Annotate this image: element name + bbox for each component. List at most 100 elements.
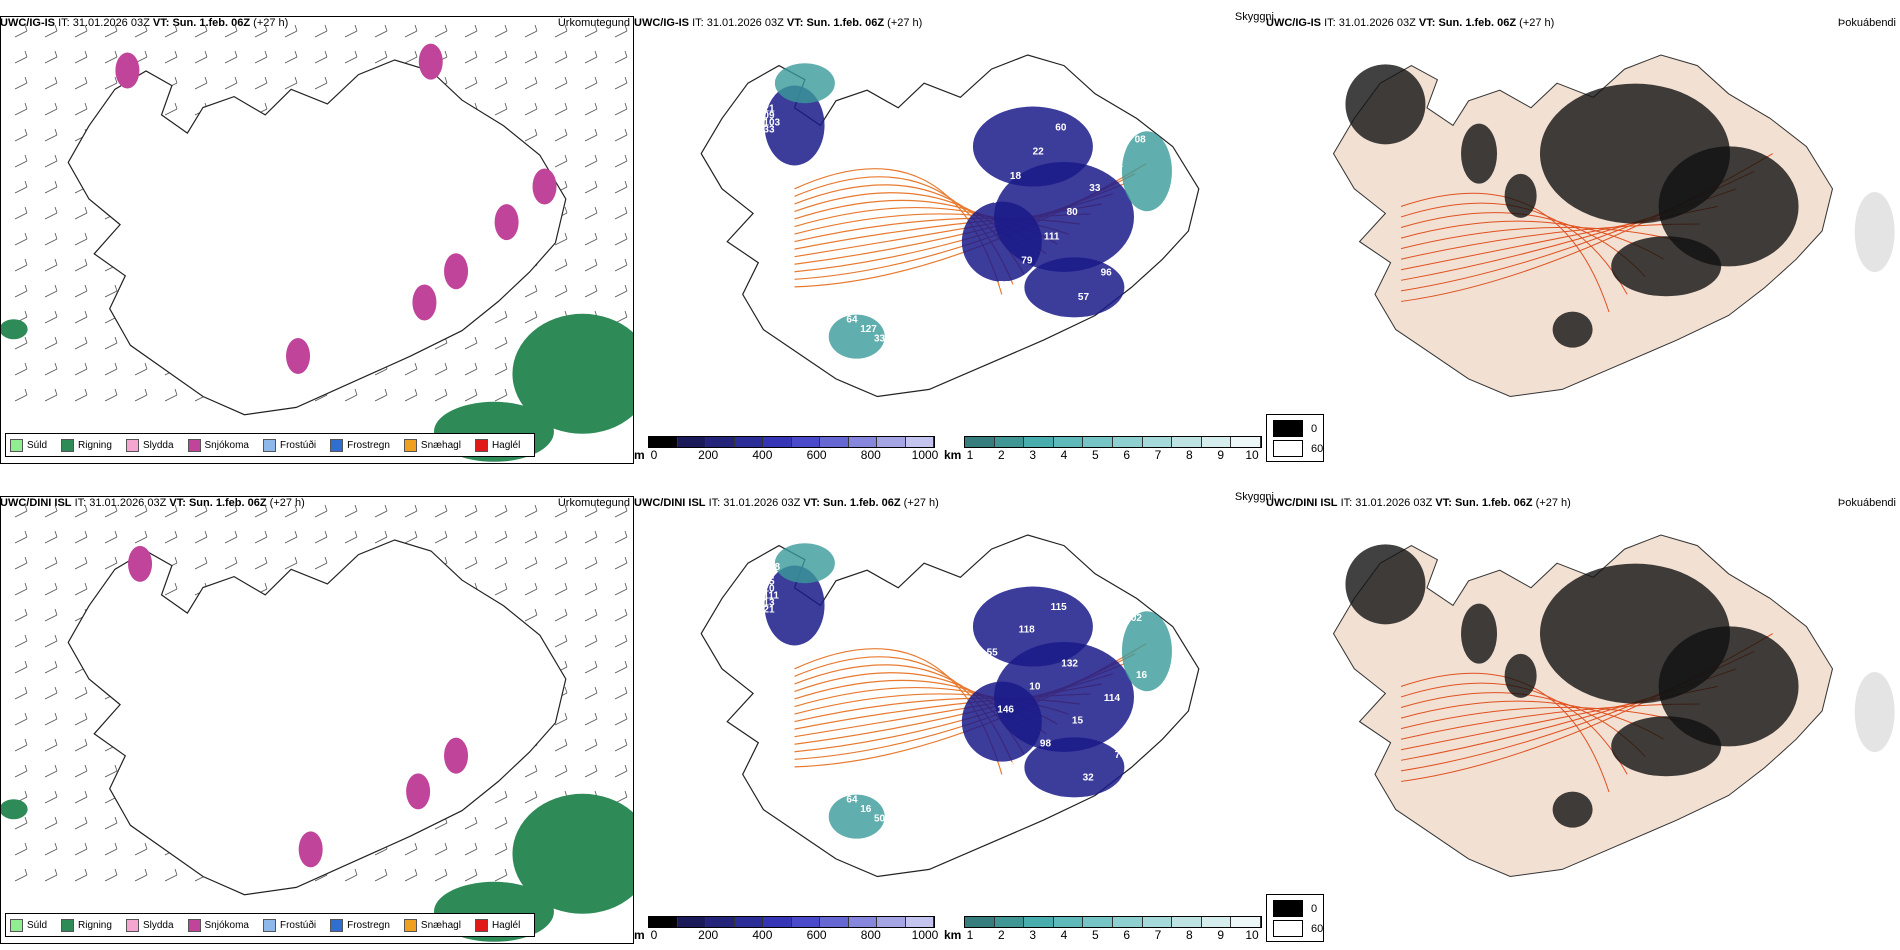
precip-legend: Súld Rigning Slydda Snjókoma Frostúði Frostre…	[5, 433, 536, 457]
colorbar-unit: m	[634, 928, 645, 942]
precip-map[interactable]: Súld Rigning Slydda Snjókoma Frostúði Frostre…	[0, 496, 634, 944]
colorbar-cell	[905, 437, 934, 447]
precip-legend-item: Frostúði	[262, 438, 316, 452]
colorbar-tick: 800	[860, 448, 881, 462]
visibility-map-svg: 3436221091033312600822121833978056111107…	[700, 54, 1200, 398]
visibility-label: 108	[1147, 727, 1164, 738]
run-time: 31.01.2026 03Z	[72, 17, 150, 29]
precip-legend-label: Snjókoma	[204, 919, 249, 931]
run-time: 31.01.2026 03Z	[89, 497, 167, 509]
colorbar-cell	[763, 437, 792, 447]
precip-legend-item: Rigning	[61, 918, 112, 932]
visibility-panel: UWC/IG-IS IT: 31.01.2026 03Z VT: Sun. 1.…	[634, 11, 1274, 464]
colorbar-unit: km	[944, 928, 962, 942]
model-name: UWC/DINI ISL	[634, 497, 706, 509]
model-name: UWC/DINI ISL	[0, 497, 72, 509]
fog-legend: 0 60	[1266, 894, 1324, 942]
valid-time: Sun. 1.feb. 06Z	[806, 17, 885, 29]
valid-label: VT:	[786, 17, 804, 29]
precip-legend-label: Frostregn	[347, 919, 390, 931]
lead-time: (+27 h)	[887, 17, 923, 29]
precip-legend-label: Súld	[27, 439, 48, 451]
visibility-label: 10	[1029, 682, 1041, 693]
visibility-label: 34	[763, 82, 775, 93]
fog-label-low: 60	[1311, 442, 1324, 455]
precip-legend-item: Haglél	[474, 438, 520, 452]
precip-legend-item: Slydda	[125, 438, 174, 452]
colorbar-cell	[649, 917, 678, 927]
colorbar-cell	[734, 917, 763, 927]
colorbar-cell	[1142, 437, 1173, 447]
visibility-map[interactable]: 34 36 2 21 09 103 33 12 60 08 22 12 18 33 97 80 56 111 107…	[634, 32, 1266, 432]
visibility-label: 96	[1101, 268, 1113, 279]
fog-panel: UWC/DINI ISL IT: 31.01.2026 03Z VT: Sun.…	[1266, 494, 1900, 944]
run-label: IT:	[1340, 497, 1353, 509]
visibility-label: 107	[1123, 244, 1140, 255]
panel-title: Þokuábendi	[1837, 17, 1896, 29]
visibility-label: 64	[846, 315, 858, 326]
visibility-label: 132	[1061, 659, 1078, 670]
visibility-label: 21	[763, 605, 775, 616]
colorbar-tick: 9	[1217, 448, 1224, 462]
lead-time: (+27 h)	[1519, 17, 1555, 29]
visibility-label: 16	[860, 804, 872, 815]
visibility-label: 111	[763, 590, 779, 601]
visibility-label: 113	[976, 590, 993, 601]
precip-legend-swatch	[262, 438, 276, 452]
colorbar-unit: km	[944, 448, 962, 462]
visibility-label: 56	[1146, 219, 1158, 230]
panel-title: Úrkomutegund	[557, 17, 630, 29]
panel-header: UWC/DINI ISL IT: 31.01.2026 03Z VT: Sun.…	[0, 494, 305, 512]
visibility-label: 98	[1040, 738, 1052, 749]
panel-title: Úrkomutegund	[557, 497, 630, 509]
colorbar-tick: 400	[752, 448, 773, 462]
model-name: UWC/IG-IS	[1266, 17, 1321, 29]
panel-header: UWC/DINI ISL IT: 31.01.2026 03Z VT: Sun.…	[634, 494, 939, 512]
visibility-label: 118	[1019, 625, 1036, 636]
colorbar-cell	[848, 917, 877, 927]
precip-legend-item: Haglél	[474, 918, 520, 932]
visibility-label: 55	[987, 647, 999, 658]
visibility-panel: UWC/DINI ISL IT: 31.01.2026 03Z VT: Sun.…	[634, 491, 1274, 944]
valid-time: Sun. 1.feb. 06Z	[1454, 497, 1533, 509]
cloud-base-colorbar: m 0 200 400 600 800 1000	[634, 434, 939, 464]
precip-legend-label: Frostregn	[347, 439, 390, 451]
visibility-label: 60	[1055, 123, 1067, 134]
colorbar-tick: 9	[1217, 928, 1224, 942]
precip-legend-swatch	[10, 918, 23, 932]
visibility-label: 102	[1125, 613, 1142, 624]
fog-swatch-high	[1273, 420, 1303, 437]
colorbar-cell	[877, 917, 906, 927]
colorbar-cell	[1231, 437, 1261, 447]
visibility-map[interactable]: 128 11 15 10 111 13 21 113 115 102 118 130 55 132 16 10…	[634, 512, 1266, 912]
precip-legend-label: Snjókoma	[204, 439, 249, 451]
visibility-colorbar: km 1 2 3 4 5 6 7 8 9 10	[944, 914, 1266, 944]
run-label: IT:	[74, 497, 87, 509]
fog-label-high: 0	[1311, 422, 1318, 435]
colorbar-tick: 3	[1029, 928, 1036, 942]
fog-map[interactable]	[1266, 32, 1900, 432]
colorbar-cells	[964, 436, 1262, 448]
colorbar-tick: 1000	[911, 928, 939, 942]
visibility-label: 12	[976, 110, 988, 121]
colorbar-cell	[677, 917, 706, 927]
colorbar-tick: 6	[1123, 928, 1130, 942]
precip-legend: Súld Rigning Slydda Snjókoma Frostúði Frostre…	[5, 913, 536, 937]
valid-time: Sun. 1.feb. 06Z	[1438, 17, 1517, 29]
colorbar-cell	[994, 437, 1025, 447]
visibility-label: 64	[846, 795, 858, 806]
colorbar-cell	[791, 917, 820, 927]
colorbar-tick: 6	[1123, 448, 1130, 462]
colorbar-cell	[848, 437, 877, 447]
colorbar-cell	[706, 437, 735, 447]
precip-map[interactable]: Súld Rigning Slydda Snjókoma Frostúði Frostre…	[0, 16, 634, 464]
lead-time: (+27 h)	[903, 497, 939, 509]
colorbar-cell	[820, 437, 849, 447]
valid-label: VT:	[1418, 17, 1436, 29]
fog-map[interactable]	[1266, 512, 1900, 912]
colorbar-cell	[1112, 437, 1143, 447]
colorbar-cell	[1083, 437, 1113, 447]
visibility-label: 83	[1008, 761, 1020, 772]
colorbar-cell	[877, 437, 906, 447]
colorbar-cell	[1201, 917, 1232, 927]
